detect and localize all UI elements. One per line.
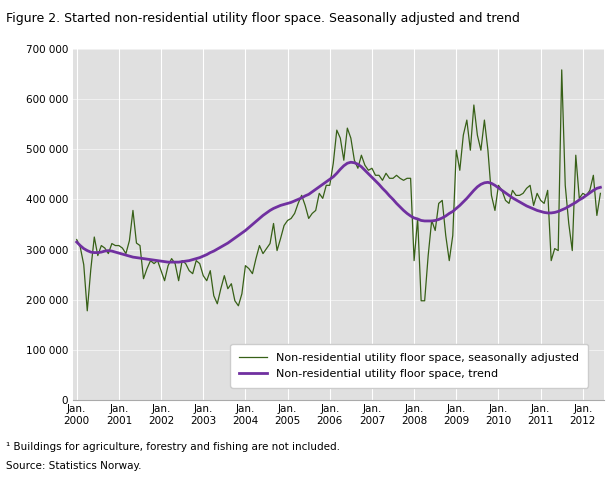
Text: ¹ Buildings for agriculture, forestry and fishing are not included.: ¹ Buildings for agriculture, forestry an… (6, 442, 340, 451)
Line: Non-residential utility floor space, trend: Non-residential utility floor space, tre… (77, 162, 600, 262)
Non-residential utility floor space, seasonally adjusted (351, 157, 358, 163)
Text: Source: Statistics Norway.: Source: Statistics Norway. (6, 461, 142, 471)
Line: Non-residential utility floor space, seasonally adjusted: Non-residential utility floor space, sea… (77, 70, 600, 311)
Non-residential utility floor space, trend (442, 213, 450, 219)
Non-residential utility floor space, trend (597, 184, 604, 190)
Non-residential utility floor space, seasonally adjusted (439, 198, 446, 203)
Non-residential utility floor space, seasonally adjusted (73, 237, 81, 243)
Non-residential utility floor space, seasonally adjusted (84, 308, 91, 314)
Non-residential utility floor space, seasonally adjusted (284, 218, 291, 224)
Non-residential utility floor space, trend (347, 159, 354, 165)
Text: Figure 2. Started non-residential utility floor space. Seasonally adjusted and t: Figure 2. Started non-residential utilit… (6, 12, 520, 25)
Non-residential utility floor space, trend (73, 239, 81, 245)
Non-residential utility floor space, trend (284, 201, 291, 206)
Non-residential utility floor space, trend (375, 182, 382, 187)
Non-residential utility floor space, seasonally adjusted (597, 190, 604, 196)
Non-residential utility floor space, trend (165, 259, 172, 265)
Non-residential utility floor space, seasonally adjusted (509, 187, 516, 193)
Non-residential utility floor space, trend (512, 197, 520, 203)
Legend: Non-residential utility floor space, seasonally adjusted, Non-residential utilit: Non-residential utility floor space, sea… (231, 344, 587, 387)
Non-residential utility floor space, trend (249, 222, 256, 227)
Non-residential utility floor space, trend (354, 162, 362, 167)
Non-residential utility floor space, seasonally adjusted (249, 271, 256, 277)
Non-residential utility floor space, seasonally adjusted (558, 67, 565, 73)
Non-residential utility floor space, seasonally adjusted (371, 172, 379, 178)
